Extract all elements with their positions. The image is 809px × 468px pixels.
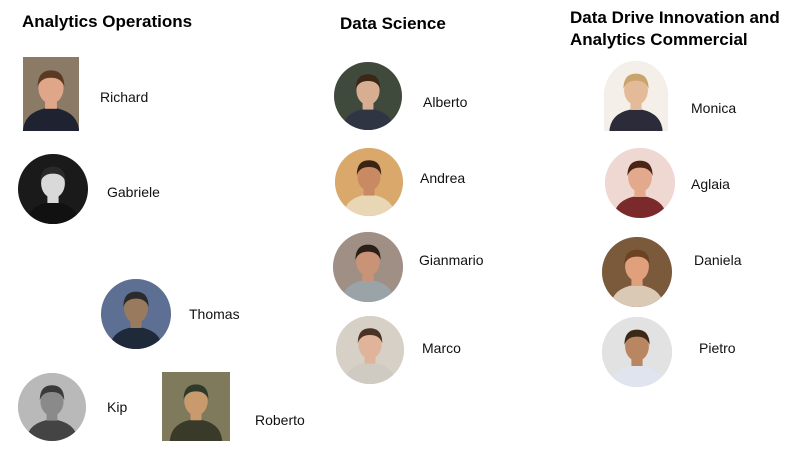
portrait-photo xyxy=(18,154,88,224)
portrait-photo xyxy=(162,372,230,441)
group-title-data-drive-innovation: Data Drive Innovation and Analytics Comm… xyxy=(570,8,780,49)
member-name: Kip xyxy=(107,399,128,415)
portrait-photo xyxy=(604,61,668,131)
portrait-photo xyxy=(602,237,672,307)
portrait-photo xyxy=(23,57,79,131)
portrait-photo xyxy=(101,279,171,349)
member-name: Richard xyxy=(100,89,149,105)
member-name: Gianmario xyxy=(419,252,484,268)
portrait-photo xyxy=(18,373,86,441)
member-name: Daniela xyxy=(694,252,742,268)
member-name: Thomas xyxy=(189,306,240,322)
member-name: Monica xyxy=(691,100,737,116)
member-name: Andrea xyxy=(420,170,466,186)
portrait-photo xyxy=(602,317,672,387)
member-name: Aglaia xyxy=(691,176,730,192)
member-name: Marco xyxy=(422,340,461,356)
group-title-data-science: Data Science xyxy=(340,14,446,33)
portrait-photo xyxy=(605,148,675,218)
member-name: Pietro xyxy=(699,340,736,356)
portrait-photo xyxy=(334,62,402,130)
group-title-analytics-operations: Analytics Operations xyxy=(22,12,193,31)
portrait-photo xyxy=(336,316,404,384)
member-name: Roberto xyxy=(255,412,305,428)
portrait-photo xyxy=(333,232,403,302)
member-name: Alberto xyxy=(423,94,468,110)
portrait-photo xyxy=(335,148,403,216)
member-name: Gabriele xyxy=(107,184,160,200)
